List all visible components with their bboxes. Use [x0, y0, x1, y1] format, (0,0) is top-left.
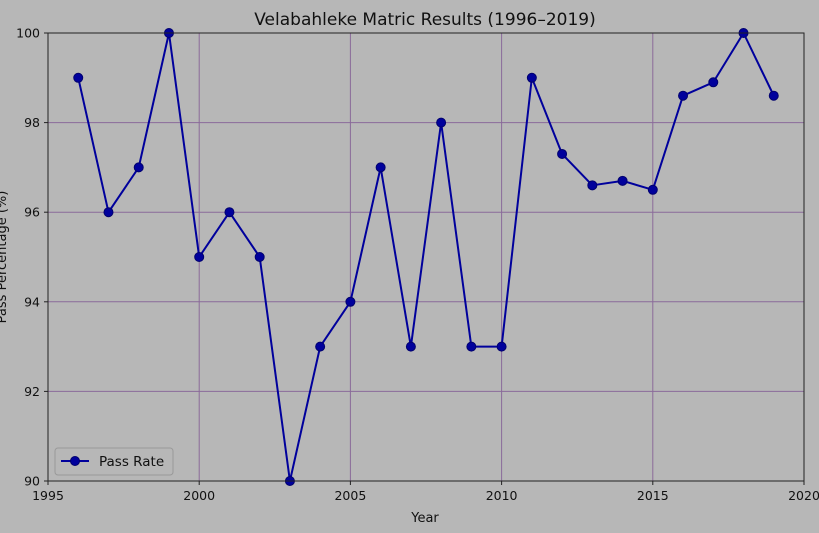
x-axis-label: Year — [410, 511, 439, 526]
y-axis-ticks: 90 92 94 96 98 100 — [16, 26, 48, 489]
y-tick-label: 96 — [24, 205, 40, 220]
x-tick-label: 2015 — [637, 488, 669, 503]
data-point — [194, 252, 205, 262]
y-tick-label: 94 — [24, 294, 40, 309]
grid-lines — [47, 32, 805, 482]
series-line-pass-rate — [77, 32, 775, 482]
y-tick-label: 98 — [24, 115, 40, 130]
series-layer — [73, 28, 779, 486]
data-point — [73, 72, 84, 83]
x-axis-ticks: 1995 2000 2005 2010 2015 2020 — [32, 481, 819, 503]
data-point — [224, 207, 235, 218]
y-tick-label: 92 — [24, 384, 40, 399]
data-point — [647, 184, 658, 195]
x-tick-label: 2020 — [788, 488, 819, 503]
data-point — [405, 341, 416, 352]
chart-title: Velabahleke Matric Results (1996–2019) — [254, 10, 595, 30]
x-tick-label: 2005 — [334, 488, 366, 503]
data-point — [708, 77, 719, 88]
data-point — [496, 341, 507, 352]
x-tick-label: 2000 — [183, 488, 215, 503]
data-point — [315, 341, 326, 352]
data-point — [617, 175, 628, 186]
legend-marker-sample — [70, 456, 80, 466]
data-point — [557, 148, 568, 159]
legend-box — [54, 447, 174, 476]
data-point — [768, 90, 779, 101]
data-point — [133, 162, 144, 173]
data-point — [678, 90, 689, 101]
data-point — [375, 162, 386, 173]
y-tick-label: 100 — [16, 26, 40, 41]
x-tick-label: 2010 — [486, 488, 518, 503]
data-point — [587, 180, 598, 191]
plot-area-frame — [47, 32, 805, 482]
x-tick-label: 1995 — [32, 488, 64, 503]
y-axis-label: Pass Percentage (%) — [0, 191, 10, 324]
data-point — [103, 207, 114, 218]
legend: Pass Rate — [54, 447, 174, 476]
data-point — [254, 252, 265, 262]
legend-label-pass-rate: Pass Rate — [99, 454, 164, 470]
data-point — [466, 341, 477, 352]
data-point — [345, 296, 356, 307]
y-tick-label: 90 — [24, 474, 40, 489]
data-point — [526, 72, 537, 83]
data-point — [436, 117, 447, 128]
